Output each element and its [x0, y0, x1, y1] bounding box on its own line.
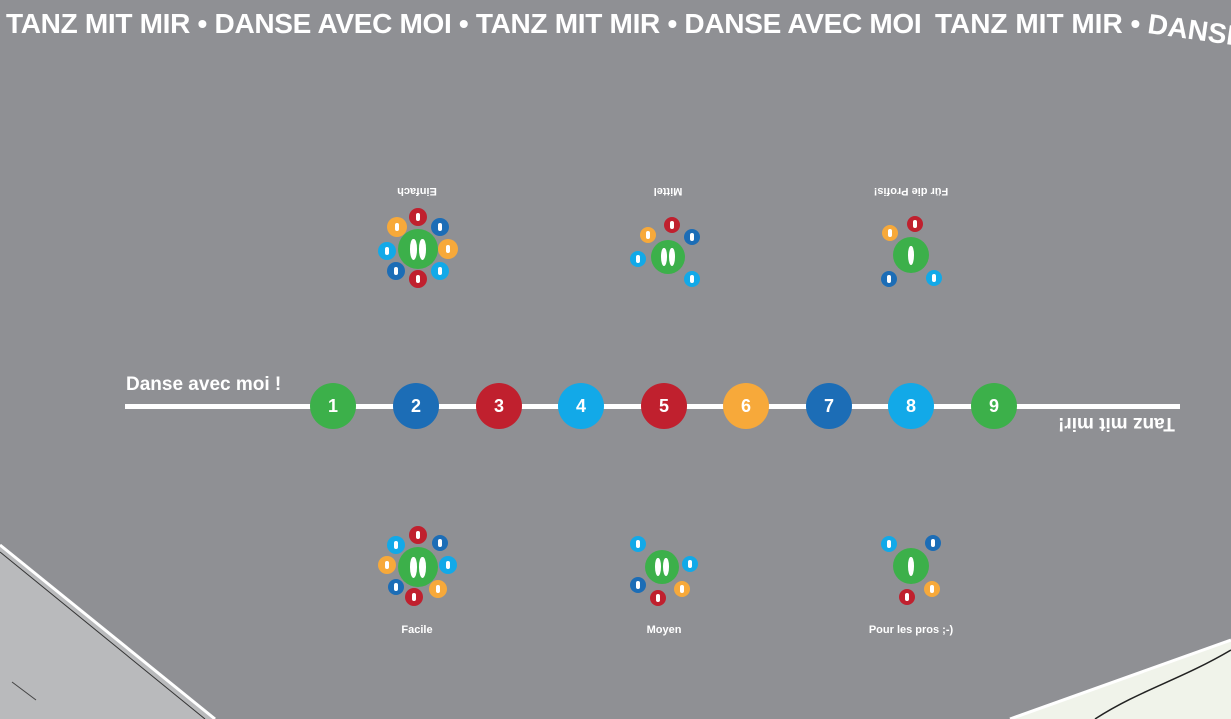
footprint-dot-icon — [378, 556, 396, 574]
footprint-dot-icon — [630, 577, 646, 593]
footprint-dot-icon — [882, 225, 898, 241]
footprint-icon — [661, 248, 667, 266]
footprint-dot-icon — [387, 262, 405, 280]
step-circle-6: 6 — [723, 383, 769, 429]
footprint-dot-icon — [881, 536, 897, 552]
footprint-dot-icon — [674, 581, 690, 597]
footprint-dot-icon — [431, 218, 449, 236]
footprint-dot-icon — [409, 526, 427, 544]
footprint-dot-icon — [387, 536, 405, 554]
step-circle-2: 2 — [393, 383, 439, 429]
footprint-icon — [410, 556, 417, 578]
footprint-dot-icon — [438, 239, 458, 259]
footprint-center-icon — [398, 229, 438, 269]
footprint-dot-icon — [640, 227, 656, 243]
footprint-dot-icon — [388, 579, 404, 595]
level-caption-top: Für die Profis! — [873, 185, 949, 197]
footprint-icon — [663, 558, 669, 576]
footprint-icon — [419, 238, 426, 260]
footprint-icon — [410, 238, 417, 260]
footprint-center-icon — [893, 237, 929, 273]
step-circle-7: 7 — [806, 383, 852, 429]
footprint-dot-icon — [429, 580, 447, 598]
footprint-dot-icon — [630, 251, 646, 267]
footprint-dot-icon — [881, 271, 897, 287]
footprint-dot-icon — [684, 229, 700, 245]
line-label-right: Tanz mit mir! — [1058, 413, 1175, 434]
footprint-dot-icon — [684, 271, 700, 287]
step-circle-4: 4 — [558, 383, 604, 429]
banner-text-right: TANZ MIT MIR • DANSE A — [935, 8, 1231, 56]
footprint-dot-icon — [378, 242, 396, 260]
footprint-center-icon — [893, 548, 929, 584]
banner-right-a: TANZ MIT MIR • — [935, 8, 1149, 39]
line-label-left: Danse avec moi ! — [126, 374, 282, 395]
step-circle-8: 8 — [888, 383, 934, 429]
footprint-icon — [655, 558, 661, 576]
level-caption-bottom: Pour les pros ;-) — [868, 624, 954, 636]
footprint-dot-icon — [439, 556, 457, 574]
footprint-dot-icon — [899, 589, 915, 605]
footprint-dot-icon — [926, 270, 942, 286]
level-caption-bottom: Facile — [401, 624, 433, 636]
footprint-dot-icon — [650, 590, 666, 606]
step-circle-1: 1 — [310, 383, 356, 429]
footprint-dot-icon — [682, 556, 698, 572]
level-caption-top: Einfach — [397, 185, 437, 197]
footprint-dot-icon — [925, 535, 941, 551]
level-caption-bottom: Moyen — [646, 624, 682, 636]
footprint-dot-icon — [924, 581, 940, 597]
footprint-center-icon — [398, 547, 438, 587]
footprint-dot-icon — [409, 270, 427, 288]
footprint-dot-icon — [431, 262, 449, 280]
step-circle-5: 5 — [641, 383, 687, 429]
footprint-icon — [669, 248, 675, 266]
footprint-icon — [419, 556, 426, 578]
footprint-dot-icon — [432, 535, 448, 551]
footprint-center-icon — [645, 550, 679, 584]
footprint-dot-icon — [630, 536, 646, 552]
step-circle-3: 3 — [476, 383, 522, 429]
footprint-dot-icon — [664, 217, 680, 233]
footprint-dot-icon — [907, 216, 923, 232]
footprint-icon — [908, 556, 914, 576]
level-caption-top: Mittel — [653, 185, 683, 197]
footprint-dot-icon — [409, 208, 427, 226]
footprint-dot-icon — [405, 588, 423, 606]
footprint-dot-icon — [387, 217, 407, 237]
footprint-center-icon — [651, 240, 685, 274]
step-circle-9: 9 — [971, 383, 1017, 429]
banner-text: TANZ MIT MIR • DANSE AVEC MOI • TANZ MIT… — [6, 8, 922, 39]
footprint-icon — [908, 245, 914, 265]
